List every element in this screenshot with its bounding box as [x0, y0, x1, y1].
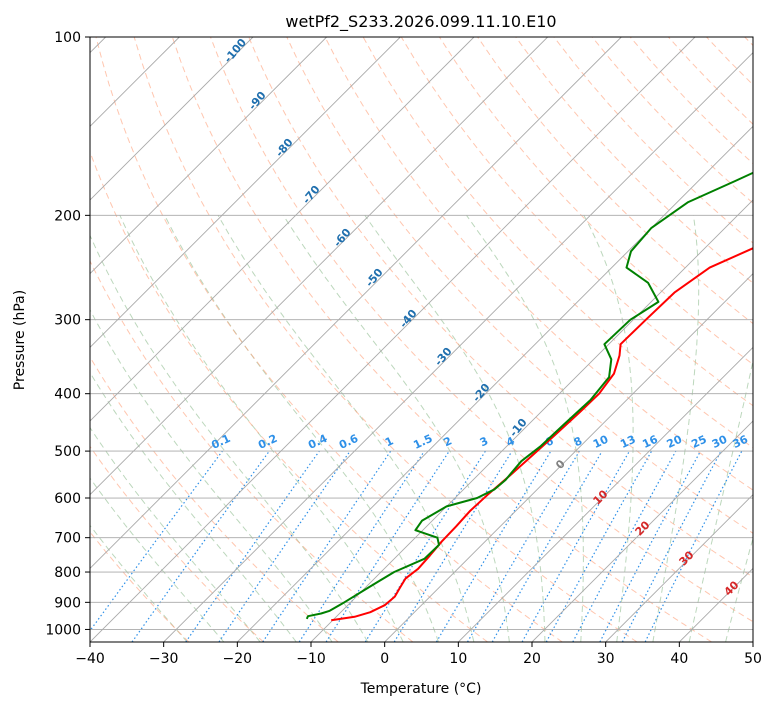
moist-adiabat-line	[90, 308, 333, 642]
dry-adiabat-line	[248, 37, 753, 578]
plot-frame	[89, 36, 754, 643]
dry-adiabat-line	[324, 37, 753, 491]
isotherm-line	[531, 420, 753, 642]
mixing-ratio-label: 25	[689, 433, 708, 451]
isotherm-line	[90, 37, 254, 201]
y-tick-label: 500	[54, 444, 81, 460]
x-tick-label: 30	[597, 651, 615, 667]
dry-adiabat-line	[90, 356, 339, 642]
isotherm-line	[90, 37, 696, 642]
dry-adiabat-line	[90, 445, 264, 642]
x-axis: −40 −30 −20 −10 0 10 20 30 40 50	[75, 642, 762, 667]
x-tick-label: −30	[149, 651, 179, 667]
mixing-ratio-line	[325, 450, 450, 642]
mixing-ratio-line	[572, 450, 677, 642]
y-tick-label: 800	[54, 565, 81, 581]
mixing-ratio-lines	[90, 450, 743, 642]
temperature-profile-line	[331, 247, 753, 622]
mixing-ratio-line	[218, 450, 351, 642]
x-tick-label: 0	[380, 651, 389, 667]
sounding-series	[305, 171, 753, 622]
isotherm-line	[384, 273, 753, 642]
isotherm-line	[163, 52, 753, 642]
moist-adiabat-line	[90, 234, 369, 642]
x-tick-label: 10	[449, 651, 467, 667]
mixing-ratio-label: 20	[665, 433, 685, 451]
dry-adiabat-line	[286, 37, 753, 534]
mixing-ratio-line	[90, 450, 223, 632]
y-axis-title: Pressure (hPa)	[12, 290, 28, 390]
moist-adiabat-line	[90, 426, 261, 642]
moist-adiabat-line	[164, 215, 439, 642]
y-tick-label: 200	[54, 208, 81, 224]
moist-adiabat-line	[90, 371, 297, 642]
y-axis: 100 200 300 400 500 600 700 800 900 1000	[45, 30, 90, 638]
mixing-ratio-line	[185, 450, 320, 642]
x-tick-label: −20	[223, 651, 253, 667]
dry-adiabat-line	[133, 37, 638, 642]
x-tick-label: −10	[296, 651, 326, 667]
mixing-ratio-label: 30	[710, 433, 730, 451]
isotherm-line	[310, 199, 753, 642]
y-tick-label: 300	[54, 313, 81, 329]
dry-adiabat-line	[95, 37, 563, 642]
isotherm-line	[90, 37, 475, 422]
moist-adiabat-line	[583, 215, 634, 642]
moist-adiabat-line	[217, 215, 475, 642]
mixing-ratio-line	[521, 450, 631, 642]
isotherm-line	[90, 37, 548, 496]
dry-adiabat-line	[90, 259, 414, 642]
mixing-ratio-label: 10	[591, 433, 611, 451]
y-tick-label: 900	[54, 595, 81, 611]
moist-adiabat-line	[364, 215, 546, 642]
mixing-ratio-line	[131, 450, 270, 642]
x-tick-label: 20	[523, 651, 541, 667]
isotherms	[90, 37, 753, 642]
isotherm-line	[237, 125, 753, 642]
mixing-ratio-label: 36	[731, 433, 751, 451]
x-tick-label: −40	[75, 651, 105, 667]
moist-adiabat-line	[466, 215, 584, 642]
x-tick-label: 50	[744, 651, 762, 667]
y-tick-label: 600	[54, 491, 81, 507]
moist-adiabat-line	[652, 215, 700, 642]
x-tick-label: 40	[670, 651, 688, 667]
y-tick-label: 400	[54, 387, 81, 403]
mixing-ratio-label: 16	[640, 433, 660, 451]
mixing-ratio-line	[262, 450, 392, 642]
mixing-ratio-line	[545, 450, 653, 642]
y-tick-label: 100	[54, 30, 81, 46]
dry-adiabat-line	[210, 37, 753, 623]
x-axis-title: Temperature (°C)	[360, 681, 482, 697]
moist-adiabat-line	[282, 215, 510, 642]
mixing-ratio-label: 13	[618, 433, 637, 451]
isotherm-line	[90, 37, 401, 348]
moist-adiabat-line	[90, 477, 225, 642]
chart-title: wetPf2_S233.2026.099.11.10.E10	[285, 12, 556, 32]
y-tick-label: 1000	[45, 622, 81, 638]
isotherm-line	[90, 37, 327, 275]
dewpoint-profile-line	[305, 171, 753, 620]
isotherm-line	[458, 346, 753, 642]
isotherm-line	[605, 494, 753, 642]
dry-adiabat-line	[515, 37, 753, 284]
pressure-gridlines	[90, 37, 753, 630]
y-tick-label: 700	[54, 531, 81, 547]
mixing-ratio-line	[644, 450, 743, 642]
isotherm-line	[90, 37, 622, 569]
mixing-ratio-line	[298, 450, 425, 642]
